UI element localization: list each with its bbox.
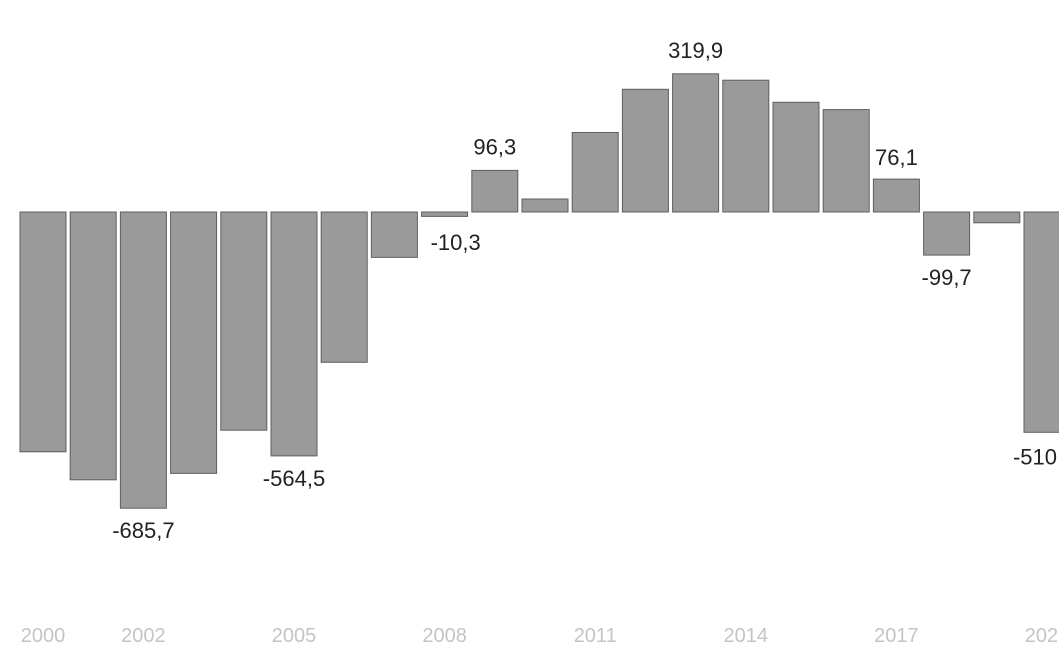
bar-2005 bbox=[270, 211, 318, 457]
bar-2001 bbox=[69, 211, 117, 481]
bar-2012 bbox=[621, 88, 669, 213]
data-label-2008: -10,3 bbox=[431, 230, 481, 255]
x-tick-label-2011: 2011 bbox=[574, 625, 617, 647]
bar-2000 bbox=[19, 211, 67, 453]
bar-2017 bbox=[872, 178, 920, 213]
x-tick-label-2020: 2020 bbox=[1025, 625, 1059, 647]
data-label-2018: -99,7 bbox=[922, 265, 972, 290]
data-label-2017: 76,1 bbox=[875, 145, 918, 170]
data-label-2020: -510 bbox=[1013, 444, 1057, 469]
bar-2011 bbox=[571, 132, 619, 213]
bar-2007 bbox=[370, 211, 418, 258]
bar-2002 bbox=[119, 211, 167, 509]
bar-2006 bbox=[320, 211, 368, 363]
x-tick-label-2000: 2000 bbox=[21, 625, 66, 647]
x-tick-label-2008: 2008 bbox=[422, 625, 467, 647]
x-tick-label-2014: 2014 bbox=[724, 625, 769, 647]
x-tick-label-2005: 2005 bbox=[272, 625, 317, 647]
bar-2020 bbox=[1023, 211, 1059, 433]
data-label-2009: 96,3 bbox=[473, 134, 516, 159]
bar-2019 bbox=[973, 211, 1021, 224]
data-label-2005: -564,5 bbox=[263, 466, 325, 491]
bar-2016 bbox=[822, 109, 870, 213]
data-label-2013: 319,9 bbox=[668, 38, 723, 63]
bar-2008 bbox=[421, 211, 469, 217]
bar-2010 bbox=[521, 198, 569, 213]
bar-2018 bbox=[923, 211, 971, 256]
bar-2003 bbox=[170, 211, 218, 474]
bar-2004 bbox=[220, 211, 268, 431]
bar-2009 bbox=[471, 169, 519, 213]
bar-2014 bbox=[722, 79, 770, 213]
bar-2015 bbox=[772, 101, 820, 213]
bar-2013 bbox=[672, 73, 720, 213]
x-tick-label-2017: 2017 bbox=[874, 625, 919, 647]
data-label-2002: -685,7 bbox=[112, 518, 174, 543]
x-tick-label-2002: 2002 bbox=[121, 625, 166, 647]
